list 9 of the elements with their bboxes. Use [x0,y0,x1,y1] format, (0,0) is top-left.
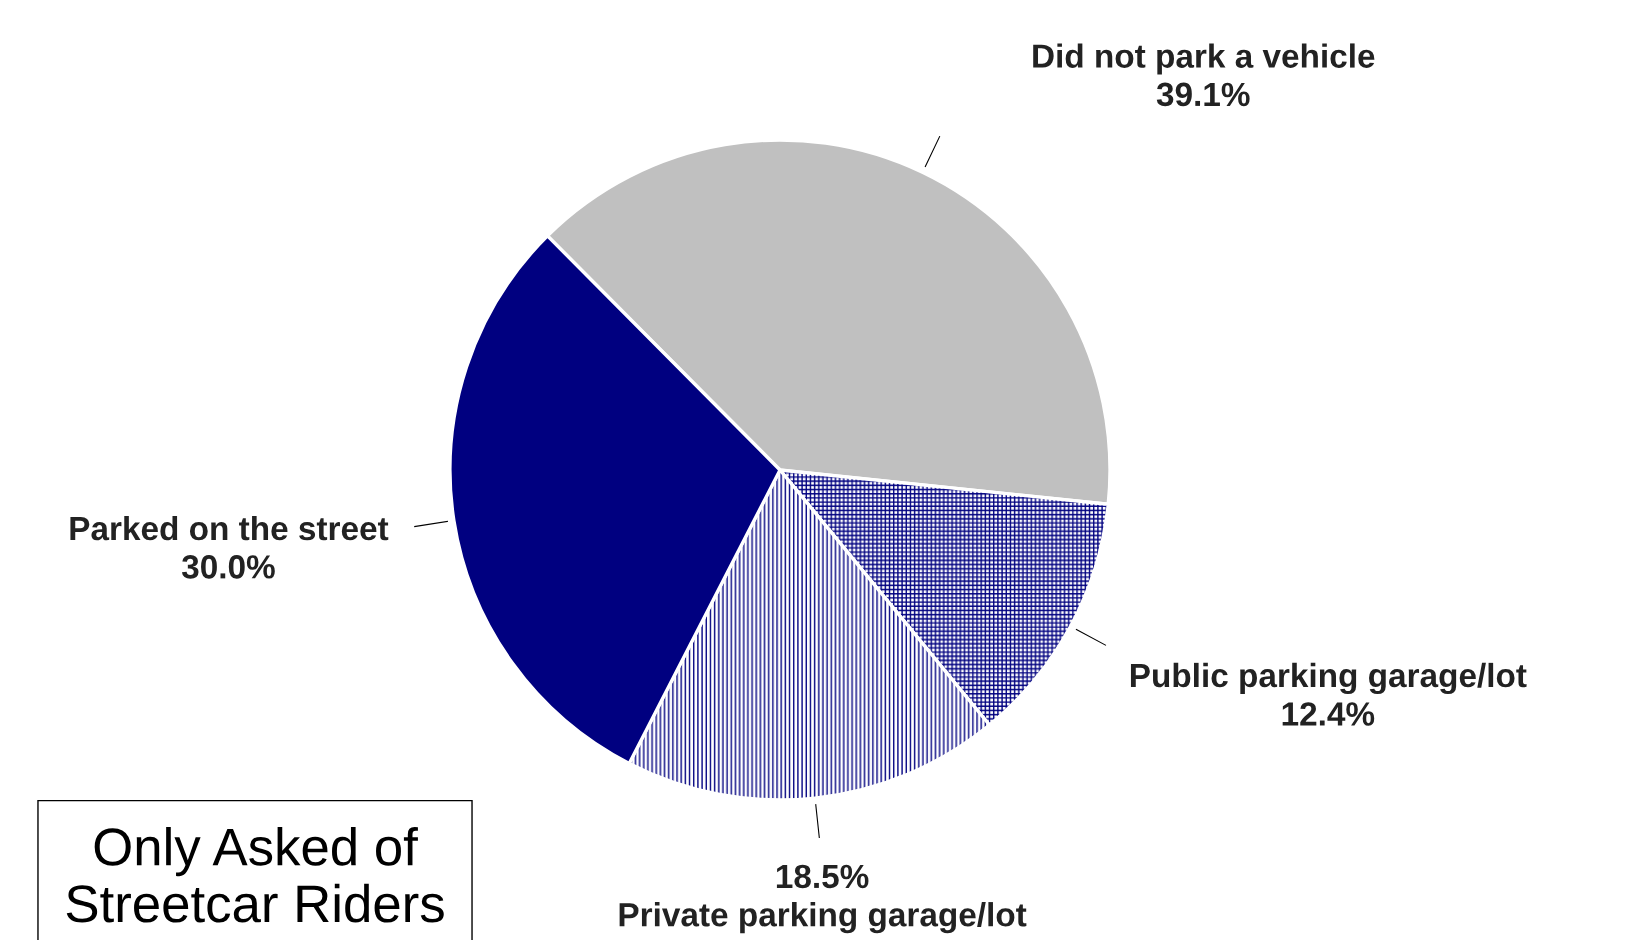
data-label: 12.4% [1282,702,1375,726]
slice-label: Public parking garage/lot [1130,662,1527,695]
slice-label: Did not park a vehicle [1033,43,1375,75]
slice-label: Private parking garage/lot [619,902,1027,934]
data-label: 18.5% [776,864,869,889]
text: Only Asked of Streetcar Riders [66,826,444,923]
data-label: 39.1% [1156,82,1250,107]
data-label: 30.0% [181,555,275,579]
slice-label: Parked on the street [70,515,389,541]
